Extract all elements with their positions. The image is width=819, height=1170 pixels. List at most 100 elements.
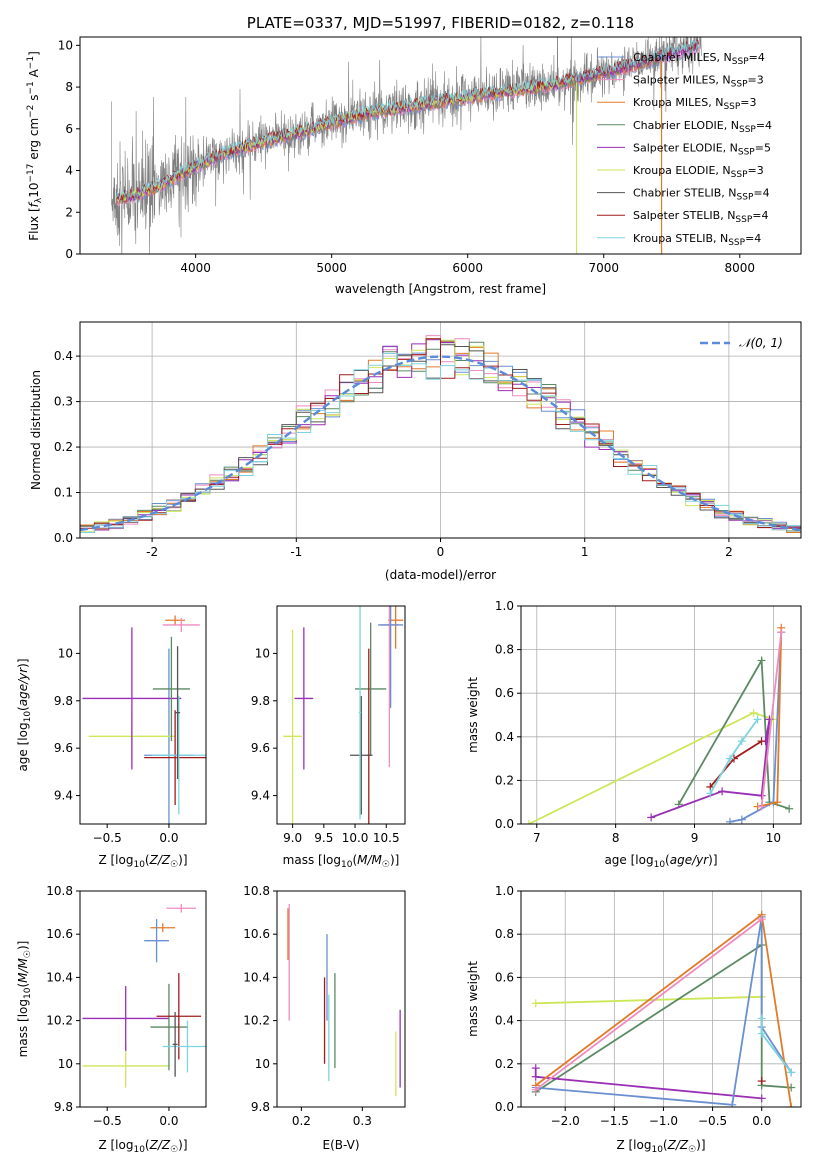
model-line xyxy=(116,39,700,200)
weight-line xyxy=(534,1068,762,1100)
x-tick-label: 2 xyxy=(725,545,733,559)
legend-label: Kroupa ELODIE, NSSP=3 xyxy=(633,164,764,180)
legend-label: Salpeter MILES, NSSP=3 xyxy=(633,74,764,90)
y-tick-label: 0.2 xyxy=(495,773,514,787)
y-tick-label: 0.6 xyxy=(495,970,514,984)
y-tick-label: 10.6 xyxy=(46,927,73,941)
legend-label: Chabrier ELODIE, NSSP=4 xyxy=(633,119,772,135)
y-tick-label: 10 xyxy=(58,38,73,52)
legend-label: Chabrier MILES, NSSP=4 xyxy=(633,51,765,67)
legend-label: Salpeter STELIB, NSSP=4 xyxy=(633,209,769,225)
normal-curve xyxy=(80,355,801,532)
y-tick-label: 9.4 xyxy=(251,789,270,803)
y-tick-label: 10 xyxy=(58,646,73,660)
x-tick-label: 10.0 xyxy=(342,831,369,845)
y-tick-label: 10.2 xyxy=(243,1014,270,1028)
y-tick-label: 10 xyxy=(255,1057,270,1071)
y-tick-label: 0.8 xyxy=(495,927,514,941)
x-tick-label: 0.0 xyxy=(752,1114,771,1128)
y-tick-label: 10.4 xyxy=(46,970,73,984)
spectrum-group xyxy=(111,37,702,254)
y-tick-label: 10 xyxy=(255,646,270,660)
x-tick-label: 0.0 xyxy=(159,1114,178,1128)
x-tick-label: 4000 xyxy=(180,261,211,275)
y-tick-label: 0.0 xyxy=(495,817,514,831)
x-tick-label: 10 xyxy=(766,831,781,845)
y-tick-label: 9.8 xyxy=(251,694,270,708)
y-tick-label: 0.2 xyxy=(54,440,73,454)
y-tick-label: 9.6 xyxy=(251,741,270,755)
x-tick-label: −0.5 xyxy=(93,831,122,845)
x-tick-label: 10.5 xyxy=(373,831,400,845)
y-tick-label: 0.4 xyxy=(54,349,73,363)
y-tick-label: 9.8 xyxy=(54,1100,73,1114)
legend-label: Kroupa STELIB, NSSP=4 xyxy=(633,232,761,248)
weight-group xyxy=(524,623,794,824)
y-axis-label: Flux [fλ10−17 erg cm−2 s−1 A−1] xyxy=(26,51,44,241)
y-tick-label: 9.8 xyxy=(54,694,73,708)
axes-frame xyxy=(79,605,207,825)
x-axis-label: wavelength [Angstrom, rest frame] xyxy=(335,282,546,296)
chart-title: PLATE=0337, MJD=51997, FIBERID=0182, z=0… xyxy=(247,14,634,32)
x-tick-label: 0.2 xyxy=(292,1114,311,1128)
y-tick-label: 0.6 xyxy=(495,686,514,700)
y-tick-label: 0.0 xyxy=(495,1100,514,1114)
x-tick-label: -2 xyxy=(146,545,158,559)
axes-frame xyxy=(276,890,406,1108)
x-tick-label: 9.5 xyxy=(314,831,333,845)
spectrum-data xyxy=(111,37,702,254)
y-tick-label: 0.2 xyxy=(495,1057,514,1071)
y-tick-label: 1.0 xyxy=(495,599,514,613)
x-tick-label: −1.5 xyxy=(600,1114,629,1128)
x-tick-label: 9.0 xyxy=(283,831,302,845)
errorbar-group xyxy=(287,903,401,1097)
x-axis-label: Z [log10(Z/Z☉)] xyxy=(616,1138,705,1155)
y-tick-label: 0.3 xyxy=(54,395,73,409)
x-tick-label: 8 xyxy=(612,831,620,845)
weight-line xyxy=(528,711,774,824)
x-axis-label: mass [log10(M/M☉)] xyxy=(283,853,400,870)
y-axis-label: age [log10(age/yr)] xyxy=(16,658,33,771)
weight-group xyxy=(531,910,796,1107)
y-tick-label: 4 xyxy=(65,164,73,178)
y-tick-label: 10.4 xyxy=(243,970,270,984)
hist-step xyxy=(80,353,801,533)
legend-label: 𝒩(0, 1) xyxy=(739,336,783,350)
y-tick-label: 6 xyxy=(65,122,73,136)
y-axis-label: mass weight xyxy=(466,677,480,753)
x-tick-label: −2.0 xyxy=(551,1114,580,1128)
y-tick-label: 8 xyxy=(65,80,73,94)
y-tick-label: 0 xyxy=(65,247,73,261)
errorbar-group xyxy=(82,615,206,824)
hist-group xyxy=(80,335,801,533)
y-tick-label: 0.1 xyxy=(54,486,73,500)
y-tick-label: 2 xyxy=(65,205,73,219)
y-tick-label: 10.6 xyxy=(243,927,270,941)
x-axis-label: E(B-V) xyxy=(322,1138,359,1152)
axes-frame xyxy=(520,890,802,1108)
x-tick-label: −0.5 xyxy=(93,1114,122,1128)
y-axis-label: mass [log10(M/M☉)] xyxy=(16,941,33,1058)
y-tick-label: 0.4 xyxy=(495,730,514,744)
axes-frame xyxy=(276,605,406,825)
y-tick-label: 9.4 xyxy=(54,789,73,803)
legend-label: Kroupa MILES, NSSP=3 xyxy=(633,96,757,112)
y-tick-label: 0.0 xyxy=(54,531,73,545)
x-axis-label: Z [log10(Z/Z☉)] xyxy=(98,853,187,870)
y-tick-label: 0.8 xyxy=(495,643,514,657)
x-tick-label: 7 xyxy=(533,831,541,845)
y-tick-label: 0.4 xyxy=(495,1014,514,1028)
axes-frame xyxy=(79,36,802,255)
weight-line xyxy=(677,657,790,810)
y-tick-label: 9.8 xyxy=(251,1100,270,1114)
x-tick-label: 0 xyxy=(437,545,445,559)
y-tick-label: 1.0 xyxy=(495,884,514,898)
x-axis-label: age [log10(age/yr)] xyxy=(604,853,717,870)
x-tick-label: -1 xyxy=(290,545,302,559)
x-axis-label: (data-model)/error xyxy=(385,568,496,582)
x-tick-label: 6000 xyxy=(452,261,483,275)
y-tick-label: 9.6 xyxy=(54,741,73,755)
x-tick-label: 0.3 xyxy=(353,1114,372,1128)
y-tick-label: 10.8 xyxy=(46,884,73,898)
